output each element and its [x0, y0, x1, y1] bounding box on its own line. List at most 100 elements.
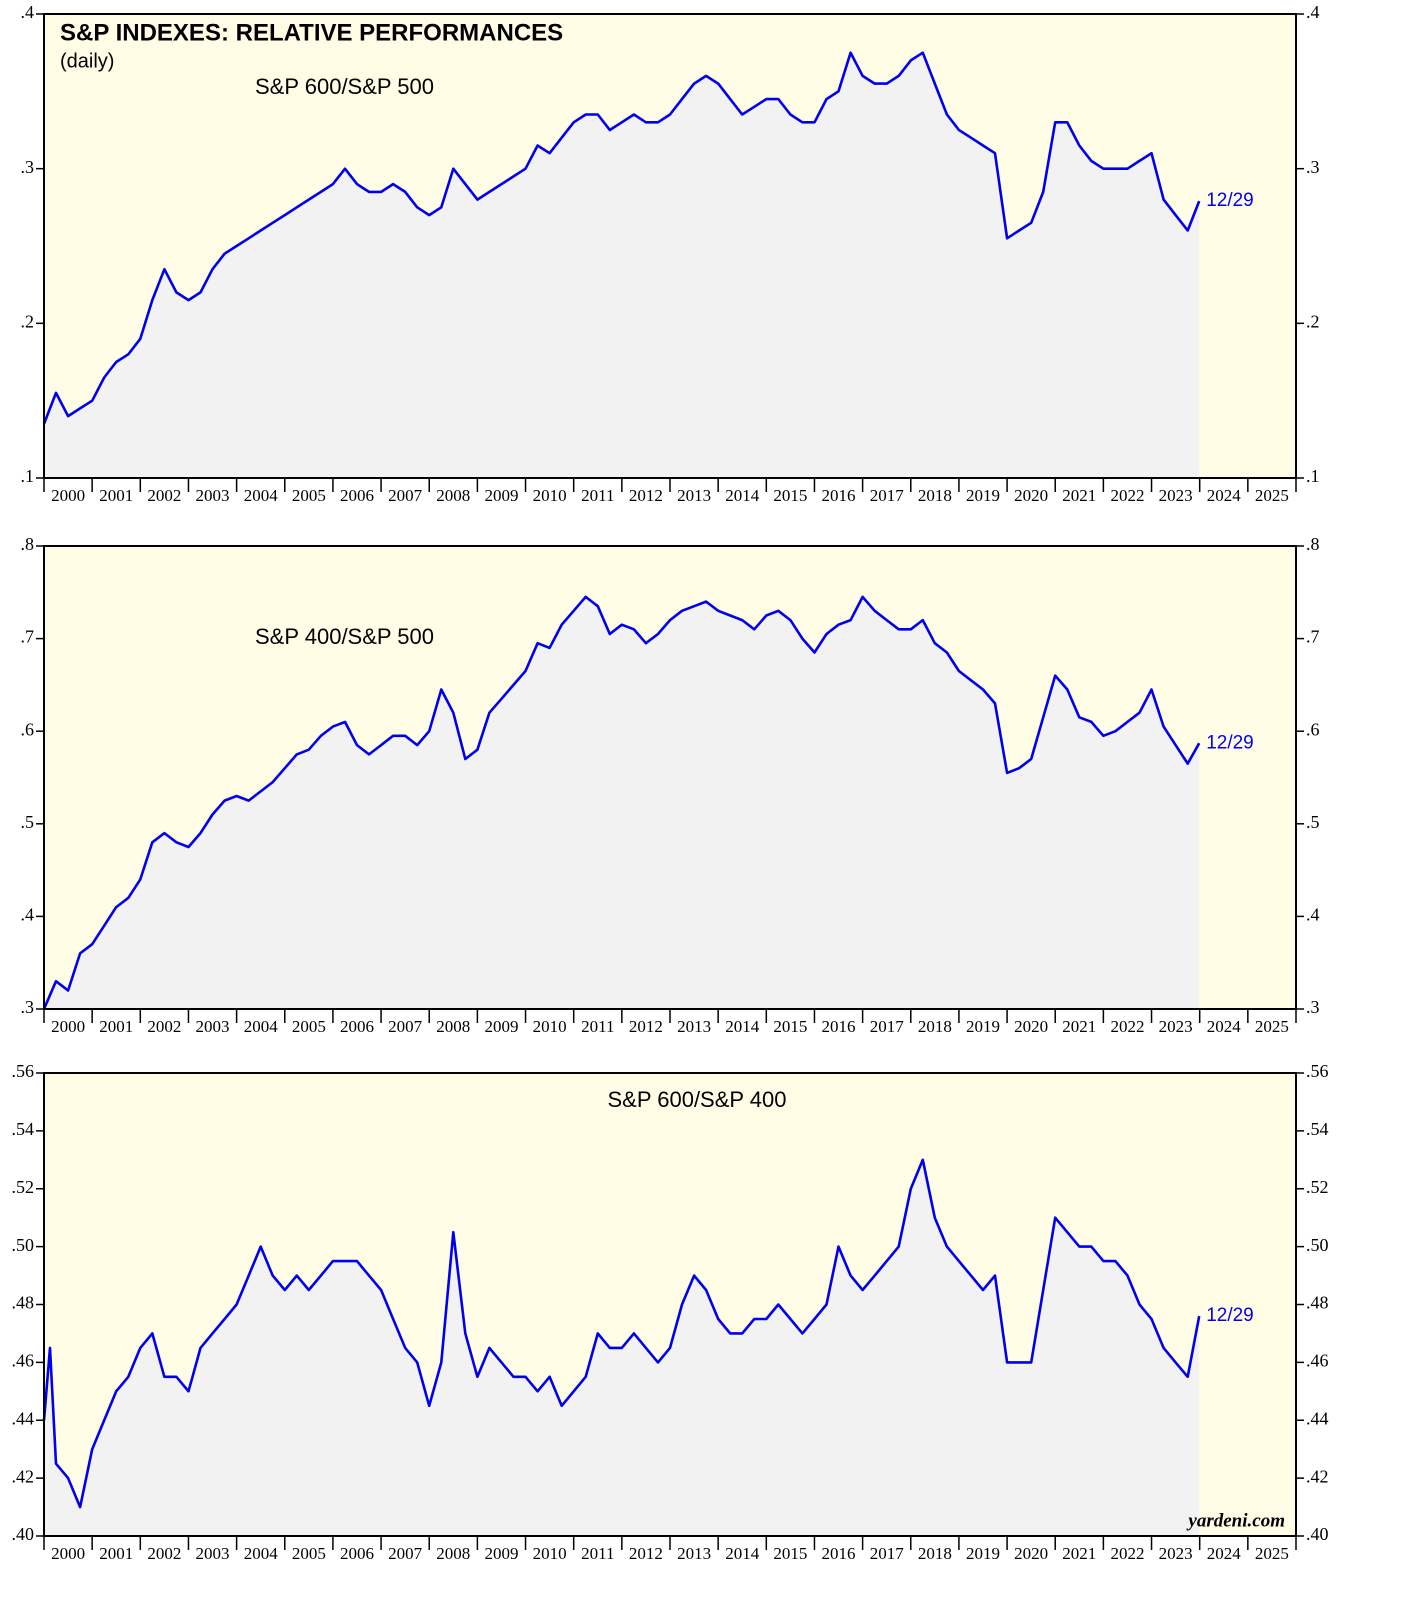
x-tick-label: 2001: [99, 486, 133, 505]
x-tick-label: 2016: [822, 1544, 856, 1563]
panel-label: S&P 400/S&P 500: [255, 624, 434, 649]
y-tick-label: .40: [1306, 1524, 1329, 1544]
x-tick-label: 2020: [1014, 486, 1048, 505]
x-tick-label: 2022: [1110, 486, 1144, 505]
x-tick-label: 2003: [196, 486, 230, 505]
y-tick-label: .48: [1306, 1293, 1329, 1313]
x-tick-label: 2014: [725, 1544, 760, 1563]
x-tick-label: 2023: [1159, 486, 1193, 505]
x-tick-label: 2011: [581, 1544, 614, 1563]
x-tick-label: 2001: [99, 1017, 133, 1036]
area: [44, 596, 1200, 1009]
x-tick-label: 2017: [870, 486, 905, 505]
x-tick-label: 2000: [51, 1544, 85, 1563]
x-tick-label: 2007: [388, 1017, 423, 1036]
x-tick-label: 2022: [1110, 1544, 1144, 1563]
y-tick-label: .46: [12, 1351, 35, 1371]
y-tick-label: .3: [21, 157, 35, 177]
x-tick-label: 2002: [147, 486, 181, 505]
source: yardeni.com: [1186, 1510, 1285, 1531]
x-tick-label: 2012: [629, 1544, 663, 1563]
x-tick-label: 2006: [340, 1017, 374, 1036]
y-tick-label: .4: [21, 905, 35, 925]
y-tick-label: .44: [1306, 1408, 1329, 1428]
y-tick-label: .8: [21, 534, 35, 554]
x-tick-label: 2011: [581, 486, 614, 505]
y-tick-label: .3: [1306, 157, 1320, 177]
x-tick-label: 2014: [725, 486, 760, 505]
x-tick-label: 2002: [147, 1017, 181, 1036]
x-tick-label: 2009: [484, 486, 518, 505]
x-tick-label: 2021: [1062, 1017, 1096, 1036]
x-tick-label: 2018: [918, 486, 952, 505]
y-tick-label: .44: [12, 1408, 35, 1428]
x-tick-label: 2007: [388, 486, 423, 505]
x-tick-label: 2019: [966, 486, 1000, 505]
y-tick-label: .4: [1306, 2, 1320, 22]
x-tick-label: 2025: [1255, 1544, 1289, 1563]
y-tick-label: .8: [1306, 534, 1320, 554]
y-tick-label: .52: [1306, 1177, 1329, 1197]
x-tick-label: 2018: [918, 1017, 952, 1036]
y-tick-label: .5: [1306, 812, 1320, 832]
x-tick-label: 2008: [436, 1544, 470, 1563]
y-tick-label: .54: [1306, 1119, 1329, 1139]
y-tick-label: .5: [21, 812, 35, 832]
y-tick-label: .2: [21, 311, 35, 331]
x-tick-label: 2006: [340, 486, 374, 505]
x-tick-label: 2004: [244, 486, 279, 505]
x-tick-label: 2010: [533, 1544, 567, 1563]
x-tick-label: 2014: [725, 1017, 760, 1036]
y-tick-label: .3: [1306, 997, 1320, 1017]
x-tick-label: 2004: [244, 1017, 279, 1036]
y-tick-label: .50: [1306, 1235, 1329, 1255]
y-tick-label: .56: [1306, 1061, 1329, 1081]
x-tick-label: 2011: [581, 1017, 614, 1036]
y-tick-label: .2: [1306, 311, 1320, 331]
line: [42, 595, 1201, 1010]
y-tick-label: .6: [21, 719, 35, 739]
y-tick-label: .4: [1306, 905, 1320, 925]
y-tick-label: .6: [1306, 719, 1320, 739]
x-tick-label: 2023: [1159, 1017, 1193, 1036]
x-tick-label: 2024: [1207, 1017, 1242, 1036]
x-tick-label: 2025: [1255, 1017, 1289, 1036]
x-tick-label: 2004: [244, 1544, 279, 1563]
y-tick-label: .42: [12, 1466, 35, 1486]
x-tick-label: 2024: [1207, 486, 1242, 505]
x-tick-label: 2015: [773, 1544, 807, 1563]
x-tick-label: 2008: [436, 1017, 470, 1036]
x-tick-label: 2017: [870, 1544, 905, 1563]
x-tick-label: 2013: [677, 1017, 711, 1036]
x-tick-label: 2020: [1014, 1544, 1048, 1563]
x-tick-label: 2020: [1014, 1017, 1048, 1036]
x-tick-label: 2003: [196, 1544, 230, 1563]
x-tick-label: 2009: [484, 1017, 518, 1036]
x-tick-label: 2003: [196, 1017, 230, 1036]
panel-label: S&P 600/S&P 400: [608, 1087, 787, 1112]
annotation: 12/29: [1206, 732, 1254, 753]
chart-title: S&P INDEXES: RELATIVE PERFORMANCES: [60, 19, 563, 46]
x-tick-label: 2024: [1207, 1544, 1242, 1563]
x-tick-label: 2013: [677, 1544, 711, 1563]
y-tick-label: .42: [1306, 1466, 1329, 1486]
x-tick-label: 2021: [1062, 1544, 1096, 1563]
line: [42, 51, 1201, 425]
x-tick-label: 2025: [1255, 486, 1289, 505]
x-tick-label: 2005: [292, 486, 326, 505]
x-tick-label: 2022: [1110, 1017, 1144, 1036]
y-tick-label: .50: [12, 1235, 35, 1255]
x-tick-label: 2001: [99, 1544, 133, 1563]
y-tick-label: .52: [12, 1177, 35, 1197]
x-tick-label: 2021: [1062, 486, 1096, 505]
y-tick-label: .48: [12, 1293, 35, 1313]
x-tick-label: 2019: [966, 1017, 1000, 1036]
y-tick-label: .7: [21, 627, 35, 647]
line: [42, 1158, 1201, 1509]
x-tick-label: 2016: [822, 1017, 856, 1036]
x-tick-label: 2000: [51, 1017, 85, 1036]
x-tick-label: 2007: [388, 1544, 423, 1563]
x-tick-label: 2000: [51, 486, 85, 505]
y-tick-label: .7: [1306, 627, 1320, 647]
